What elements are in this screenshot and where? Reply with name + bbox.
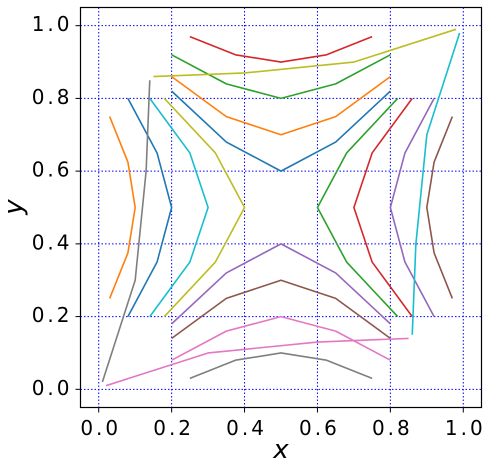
trajectory [426,116,454,299]
trajectory [153,28,457,78]
trajectory [171,279,391,340]
trajectory [171,75,391,136]
trajectory [163,97,246,318]
trajectory [149,97,209,318]
trajectory [316,97,399,318]
trajectory [189,352,373,380]
x-tick-label: 0.0 [80,416,121,440]
y-tick-label: 0.2 [32,303,73,327]
y-tick-label: 0.0 [32,376,73,400]
x-tick-label: 0.2 [153,416,194,440]
x-tick-label: 1.0 [445,416,486,440]
x-tick-label: 0.4 [226,416,267,440]
trajectory [108,116,136,299]
y-tick-label: 0.6 [32,158,73,182]
x-tick-label: 0.6 [299,416,340,440]
y-axis-label: y [0,199,29,216]
trajectory [171,243,391,325]
plot-frame [79,6,483,409]
y-tick-label: 1.0 [32,12,73,36]
x-tick-label: 0.8 [372,416,413,440]
y-tick-label: 0.8 [32,85,73,109]
x-axis-label: x [272,435,289,465]
y-tick-label: 0.4 [32,230,73,254]
trajectory [171,90,391,172]
trajectory [189,35,373,63]
trajectory [105,337,409,387]
trajectory [101,80,151,383]
trajectory [411,32,461,335]
trajectory [353,97,413,318]
